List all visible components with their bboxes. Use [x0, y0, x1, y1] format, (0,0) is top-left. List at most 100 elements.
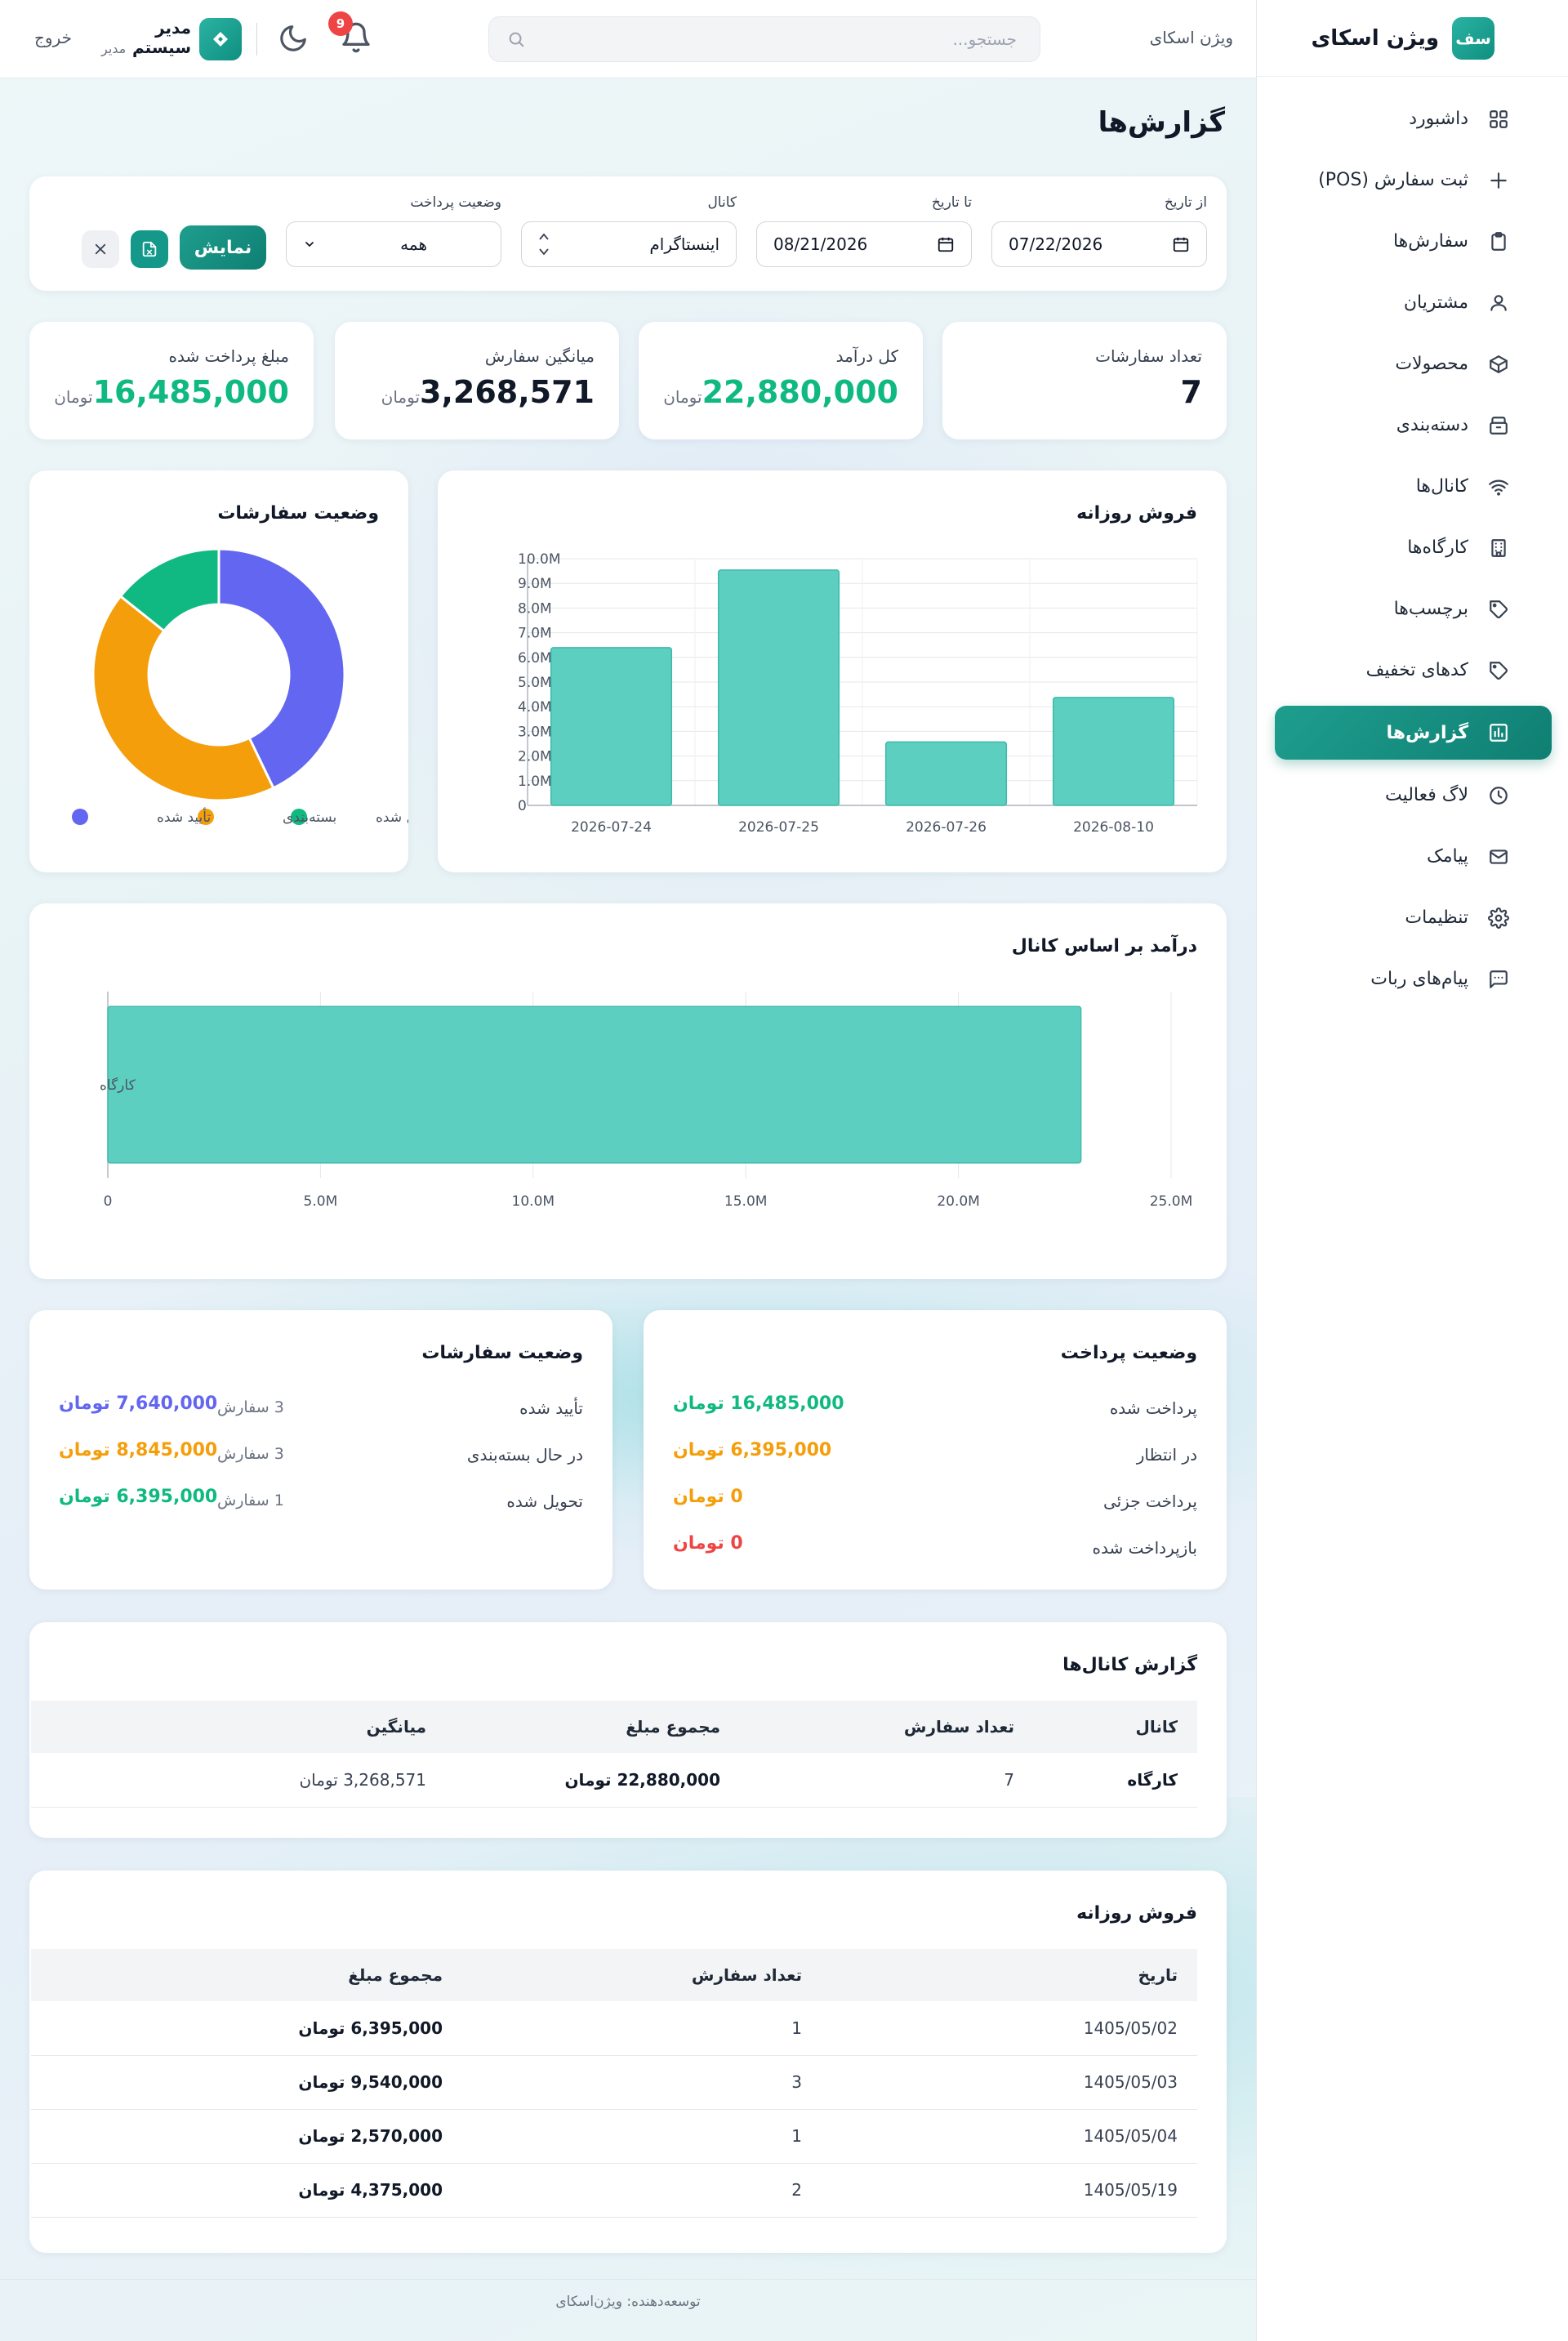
column-header[interactable]: مجموع مبلغ — [446, 1701, 740, 1753]
channel-report-card: گزارش کانال‌ها کانال تعداد سفارش مجموع مبل… — [29, 1622, 1227, 1838]
header-brand[interactable]: ویژن اسکای — [1149, 28, 1233, 47]
legend-dot — [291, 809, 307, 825]
brand-logo[interactable]: سف — [1452, 16, 1494, 60]
sidebar-item-label: پیام‌های ربات — [1370, 969, 1468, 989]
from-date-field[interactable]: 07/22/2026 — [991, 221, 1207, 267]
search-box[interactable] — [488, 16, 1040, 62]
search-icon — [509, 32, 524, 47]
stat-label: تعداد سفارشات — [1095, 346, 1202, 366]
sidebar-item-4[interactable]: محصولات — [1275, 333, 1552, 395]
sidebar-item-5[interactable]: دسته‌بندی — [1275, 395, 1552, 456]
bar — [884, 741, 1008, 806]
stat-label: میانگین سفارش — [484, 346, 595, 366]
payment-status-value: همه — [400, 234, 427, 254]
order-status-label: در حال بسته‌بندی — [466, 1445, 583, 1465]
column-header[interactable]: میانگین — [31, 1701, 446, 1753]
sidebar-brand: سف ویژن اسکای — [1257, 0, 1568, 77]
daily-report-table: تاریخ تعداد سفارش مجموع مبلغ 1405/05/02 1 6,3… — [31, 1949, 1197, 2218]
footer-credit: توسعه‌دهنده: ویژن‌اسکای — [555, 2294, 701, 2310]
stat-unit: تومان — [54, 387, 93, 407]
table-row[interactable]: کارگاه 7 22,880,000 تومان 3,268,571 تومان — [31, 1753, 1197, 1808]
column-header[interactable]: تاریخ — [822, 1949, 1197, 2001]
user-name: مدیر سیستم — [131, 18, 191, 57]
page-title: گزارش‌ها — [1098, 106, 1225, 139]
column-header[interactable]: تعداد سفارش — [740, 1701, 1034, 1753]
column-header[interactable]: کانال — [1034, 1701, 1197, 1753]
sidebar-item-2[interactable]: سفارش‌ها — [1275, 211, 1552, 272]
wifi-icon — [1488, 476, 1509, 497]
table-cell: 4,375,000 تومان — [31, 2163, 462, 2218]
close-icon — [95, 243, 106, 255]
clear-filters-button[interactable] — [82, 230, 119, 268]
stat-card: میانگین سفارش 3,268,571تومان — [335, 322, 619, 439]
order-status-count: 3 سفارش — [217, 1445, 284, 1463]
stat-value-row: 16,485,000تومان — [46, 374, 289, 410]
sidebar-item-1[interactable]: ثبت سفارش (POS) — [1275, 149, 1552, 211]
x-tick-label: 2026-07-26 — [906, 819, 987, 836]
table-cell: 1405/05/04 — [822, 2109, 1197, 2164]
bar-chart-icon — [1488, 722, 1509, 743]
avatar[interactable] — [199, 18, 242, 60]
sidebar-item-6[interactable]: کانال‌ها — [1275, 456, 1552, 517]
x-tick-label: 2026-07-24 — [571, 819, 652, 836]
show-button[interactable]: نمایش — [180, 225, 266, 270]
sidebar-item-7[interactable]: کارگاه‌ها — [1275, 517, 1552, 578]
moon-icon[interactable] — [278, 23, 309, 54]
sidebar-item-label: سفارش‌ها — [1392, 231, 1468, 252]
sidebar-item-13[interactable]: تنظیمات — [1275, 887, 1552, 948]
payment-status-amount: 6,395,000 تومان — [673, 1440, 832, 1460]
x-tick-label: 2026-08-10 — [1073, 819, 1154, 836]
sidebar-item-12[interactable]: پیامک — [1275, 826, 1552, 887]
column-header[interactable]: مجموع مبلغ — [31, 1949, 462, 2001]
payment-status-amount: 16,485,000 تومان — [673, 1393, 844, 1414]
table-cell: 22,880,000 تومان — [446, 1753, 740, 1808]
table-row[interactable]: 1405/05/19 2 4,375,000 تومان — [31, 2163, 1197, 2218]
payment-status-amount: 0 تومان — [673, 1487, 743, 1507]
column-header[interactable]: تعداد سفارش — [462, 1949, 822, 2001]
channel-select[interactable]: اینستاگرام — [521, 221, 737, 267]
user-role: مدیر — [101, 41, 127, 56]
bar — [717, 569, 840, 806]
order-status-donut: تحویل شده بسته‌بندی تأیید شده — [72, 547, 408, 826]
stat-value: 22,880,000 — [702, 374, 898, 410]
order-status-chart-title: وضعیت سفارشات — [217, 503, 379, 524]
stat-unit: تومان — [381, 387, 421, 407]
legend-label: تأیید شده — [157, 807, 211, 826]
y-tick-label: 7.0M — [518, 626, 552, 642]
table-row[interactable]: 1405/05/02 1 6,395,000 تومان — [31, 2001, 1197, 2056]
logout-link[interactable]: خروج — [34, 28, 72, 47]
table-row[interactable]: 1405/05/03 3 9,540,000 تومان — [31, 2055, 1197, 2110]
y-tick-label: 2.0M — [518, 749, 552, 765]
sidebar-item-11[interactable]: لاگ فعالیت — [1275, 765, 1552, 826]
tag-icon — [1488, 599, 1509, 620]
sidebar-item-9[interactable]: کدهای تخفیف — [1275, 640, 1552, 701]
search-input[interactable] — [489, 17, 1040, 61]
brand-name[interactable]: ویژن اسکای — [1311, 25, 1439, 51]
stat-value-row: 7 — [1181, 374, 1202, 410]
order-status-card: وضعیت سفارشات تأیید شده 3 سفارش 7,640,000 … — [29, 1310, 612, 1590]
payment-status-label: وضعیت پرداخت — [410, 194, 501, 211]
daily-report-card: فروش روزانه تاریخ تعداد سفارش مجموع مبلغ 14… — [29, 1871, 1227, 2253]
table-header-row: تاریخ تعداد سفارش مجموع مبلغ — [31, 1949, 1197, 2001]
table-row[interactable]: 1405/05/04 1 2,570,000 تومان — [31, 2109, 1197, 2164]
channel-revenue-chart-title: درآمد بر اساس کانال — [1011, 936, 1197, 956]
sidebar-item-3[interactable]: مشتریان — [1275, 272, 1552, 333]
sidebar-item-10[interactable]: گزارش‌ها — [1275, 706, 1552, 760]
channel-revenue-chart: 0 5.0M 10.0M 15.0M 20.0M 25.0M کارگاه — [100, 992, 1192, 1210]
legend-dot — [72, 809, 88, 825]
sidebar-item-8[interactable]: برچسب‌ها — [1275, 578, 1552, 640]
sidebar-item-14[interactable]: پیام‌های ربات — [1275, 948, 1552, 1010]
stat-card: مبلغ پرداخت شده 16,485,000تومان — [29, 322, 314, 439]
table-cell: 7 — [740, 1753, 1034, 1808]
grid-icon — [1488, 109, 1509, 130]
bell-icon[interactable] — [340, 21, 372, 54]
table-header-row: کانال تعداد سفارش مجموع مبلغ میانگین — [31, 1701, 1197, 1753]
to-date-field[interactable]: 08/21/2026 — [756, 221, 972, 267]
export-button[interactable] — [131, 230, 168, 268]
legend-dot — [198, 809, 214, 825]
payment-status-select[interactable]: همه — [286, 221, 501, 267]
table-cell: 3,268,571 تومان — [31, 1753, 446, 1808]
sidebar-item-0[interactable]: داشبورد — [1275, 88, 1552, 149]
from-date-label: از تاریخ — [1164, 194, 1207, 211]
daily-report-title: فروش روزانه — [1076, 1903, 1197, 1924]
